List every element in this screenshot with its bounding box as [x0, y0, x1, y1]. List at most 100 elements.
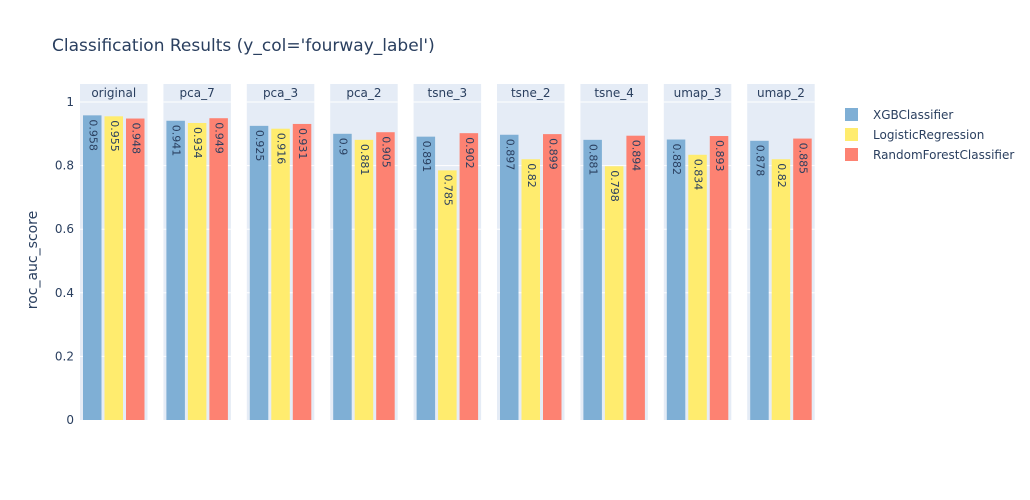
bar-RandomForestClassifier-pca_7[interactable]	[209, 118, 228, 420]
bar-RandomForestClassifier-original[interactable]	[126, 118, 145, 420]
facet-strip	[330, 84, 398, 102]
bar-value-label: 0.925	[253, 130, 266, 162]
chart-title: Classification Results (y_col='fourway_l…	[52, 36, 435, 56]
bar-value-label: 0.893	[713, 140, 726, 172]
y-tick-label: 0.8	[55, 159, 74, 173]
facet-strip	[580, 84, 648, 102]
bar-RandomForestClassifier-pca_3[interactable]	[292, 123, 312, 420]
bar-value-label: 0.955	[108, 120, 121, 152]
bar-LogisticRegression-original[interactable]	[104, 116, 124, 420]
legend-swatch	[845, 108, 858, 121]
bar-value-label: 0.897	[503, 139, 516, 171]
bar-value-label: 0.894	[630, 140, 643, 172]
y-tick-label: 0.2	[55, 349, 74, 363]
facet-label: umap_3	[674, 86, 722, 100]
bar-RandomForestClassifier-umap_3[interactable]	[709, 136, 729, 420]
facet-strip	[663, 84, 732, 102]
bar-value-label: 0.949	[213, 122, 226, 154]
facet-strip	[246, 84, 315, 102]
bar-LogisticRegression-pca_2[interactable]	[354, 139, 374, 421]
facet-label: pca_3	[263, 86, 298, 100]
bar-RandomForestClassifier-tsne_4[interactable]	[626, 135, 645, 420]
bar-LogisticRegression-tsne_4[interactable]	[604, 166, 624, 420]
bar-value-label: 0.881	[358, 144, 371, 176]
facet-panel-pca_2: pca_2 0.9 0.881 0.905	[330, 84, 398, 421]
bar-XGBClassifier-tsne_2[interactable]	[500, 134, 519, 420]
facet-panel-umap_2: umap_2 0.878 0.82 0.885	[747, 84, 815, 421]
facet-strip	[80, 84, 148, 102]
bar-LogisticRegression-umap_3[interactable]	[688, 154, 707, 420]
facet-panel-original: original 0.958 0.955 0.948	[80, 84, 148, 420]
bar-value-label: 0.931	[296, 128, 309, 160]
bar-LogisticRegression-tsne_3[interactable]	[438, 170, 457, 420]
bar-value-label: 0.916	[275, 133, 288, 165]
bar-XGBClassifier-pca_7[interactable]	[166, 120, 185, 421]
facet-panel-pca_7: pca_7 0.941 0.934 0.949	[163, 84, 231, 421]
bar-value-label: 0.878	[753, 145, 766, 177]
bar-XGBClassifier-umap_2[interactable]	[750, 140, 769, 420]
bar-value-label: 0.798	[608, 170, 621, 202]
bar-XGBClassifier-tsne_4[interactable]	[583, 139, 602, 421]
bar-LogisticRegression-umap_2[interactable]	[771, 159, 791, 421]
y-tick-label: 0	[66, 413, 74, 427]
bar-RandomForestClassifier-pca_2[interactable]	[376, 132, 395, 420]
legend[interactable]: XGBClassifier LogisticRegression RandomFor…	[845, 108, 1014, 162]
bar-value-label: 0.834	[692, 159, 705, 191]
bar-value-label: 0.941	[170, 125, 183, 156]
bar-LogisticRegression-pca_7[interactable]	[187, 122, 207, 420]
bar-XGBClassifier-pca_2[interactable]	[333, 133, 352, 421]
legend-label: RandomForestClassifier	[873, 148, 1014, 162]
legend-item-XGBClassifier[interactable]: XGBClassifier	[845, 108, 953, 122]
bar-RandomForestClassifier-tsne_3[interactable]	[459, 133, 479, 420]
facet-strip	[413, 84, 482, 102]
bar-value-label: 0.948	[129, 123, 142, 155]
legend-label: XGBClassifier	[873, 108, 953, 122]
bar-value-label: 0.885	[796, 143, 809, 175]
facets-layer: original 0.958 0.955 0.948 pca_7 0.941 0.934 0.…	[80, 84, 815, 421]
facet-label: original	[91, 86, 136, 100]
y-axis: 0 0.2 0.4 0.6 0.8 1	[55, 95, 74, 427]
legend-item-LogisticRegression[interactable]: LogisticRegression	[845, 128, 984, 142]
bar-value-label: 0.891	[420, 141, 433, 173]
bar-XGBClassifier-umap_3[interactable]	[666, 139, 686, 421]
bar-value-label: 0.82	[775, 163, 788, 188]
facet-panel-tsne_4: tsne_4 0.881 0.798 0.894	[580, 84, 648, 421]
facet-label: tsne_2	[511, 86, 551, 100]
facet-strip	[747, 84, 815, 102]
bar-value-label: 0.82	[525, 163, 538, 188]
bar-value-label: 0.899	[546, 138, 559, 170]
legend-label: LogisticRegression	[873, 128, 984, 142]
legend-swatch	[845, 128, 858, 141]
bar-LogisticRegression-tsne_2[interactable]	[521, 159, 541, 421]
facet-panel-pca_3: pca_3 0.925 0.916 0.931	[246, 84, 315, 420]
bar-XGBClassifier-pca_3[interactable]	[249, 125, 269, 420]
bar-value-label: 0.9	[336, 138, 349, 156]
bar-value-label: 0.934	[191, 127, 204, 159]
bar-value-label: 0.902	[463, 137, 476, 169]
facet-label: tsne_4	[594, 86, 634, 100]
bar-value-label: 0.882	[670, 144, 683, 176]
bar-value-label: 0.881	[587, 144, 600, 176]
facet-panel-tsne_2: tsne_2 0.897 0.82 0.899	[497, 84, 565, 421]
bar-LogisticRegression-pca_3[interactable]	[271, 128, 290, 420]
facet-strip	[497, 84, 565, 102]
legend-item-RandomForestClassifier[interactable]: RandomForestClassifier	[845, 148, 1014, 162]
bar-XGBClassifier-tsne_3[interactable]	[416, 136, 436, 421]
bar-value-label: 0.958	[86, 119, 99, 151]
facet-panel-tsne_3: tsne_3 0.891 0.785 0.902	[413, 84, 482, 421]
bar-RandomForestClassifier-tsne_2[interactable]	[543, 134, 562, 421]
facet-label: tsne_3	[428, 86, 468, 100]
y-tick-label: 1	[66, 95, 74, 109]
facet-strip	[163, 84, 231, 102]
y-tick-label: 0.6	[55, 222, 74, 236]
bar-RandomForestClassifier-umap_2[interactable]	[793, 138, 812, 420]
y-axis-title: roc_auc_score	[25, 211, 41, 309]
bar-value-label: 0.905	[379, 136, 392, 168]
facet-label: umap_2	[757, 86, 805, 100]
bar-value-label: 0.785	[441, 174, 454, 206]
y-tick-label: 0.4	[55, 286, 74, 300]
bar-XGBClassifier-original[interactable]	[83, 115, 102, 420]
facet-label: pca_7	[180, 86, 215, 100]
